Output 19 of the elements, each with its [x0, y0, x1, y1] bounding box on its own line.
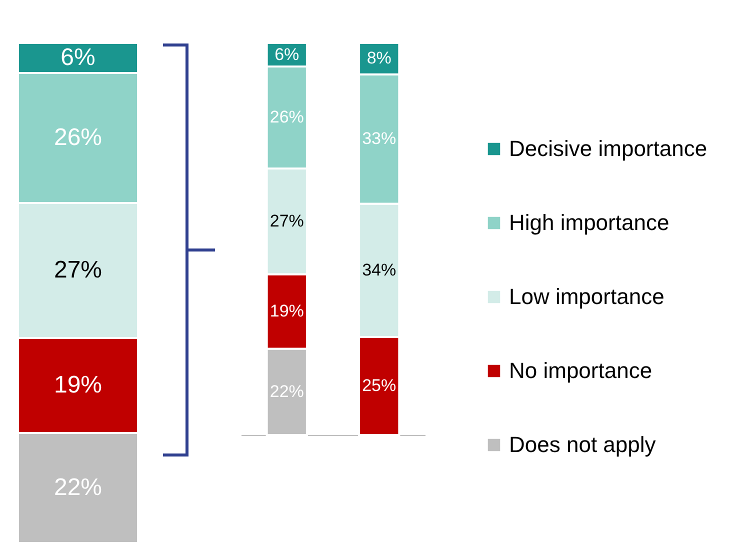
- legend-label: Does not apply: [509, 432, 656, 457]
- data-label: 6%: [60, 44, 96, 71]
- data-label: 33%: [362, 129, 396, 148]
- data-label: 19%: [270, 302, 304, 321]
- data-label: 27%: [270, 211, 304, 230]
- data-label: 22%: [270, 382, 304, 401]
- data-label: 34%: [362, 260, 396, 280]
- data-label: 8%: [366, 48, 392, 68]
- data-label: 19%: [54, 372, 102, 398]
- data-label: 6%: [274, 44, 300, 64]
- data-label: 26%: [270, 107, 304, 126]
- data-label: 25%: [362, 376, 396, 395]
- legend-label: High importance: [509, 210, 670, 235]
- legend-label: Decisive importance: [509, 136, 708, 161]
- data-label: 27%: [54, 256, 102, 284]
- data-label: 26%: [54, 124, 102, 151]
- legend-label: Low importance: [509, 284, 664, 309]
- data-label: 22%: [54, 474, 102, 501]
- legend-label: No importance: [509, 358, 652, 383]
